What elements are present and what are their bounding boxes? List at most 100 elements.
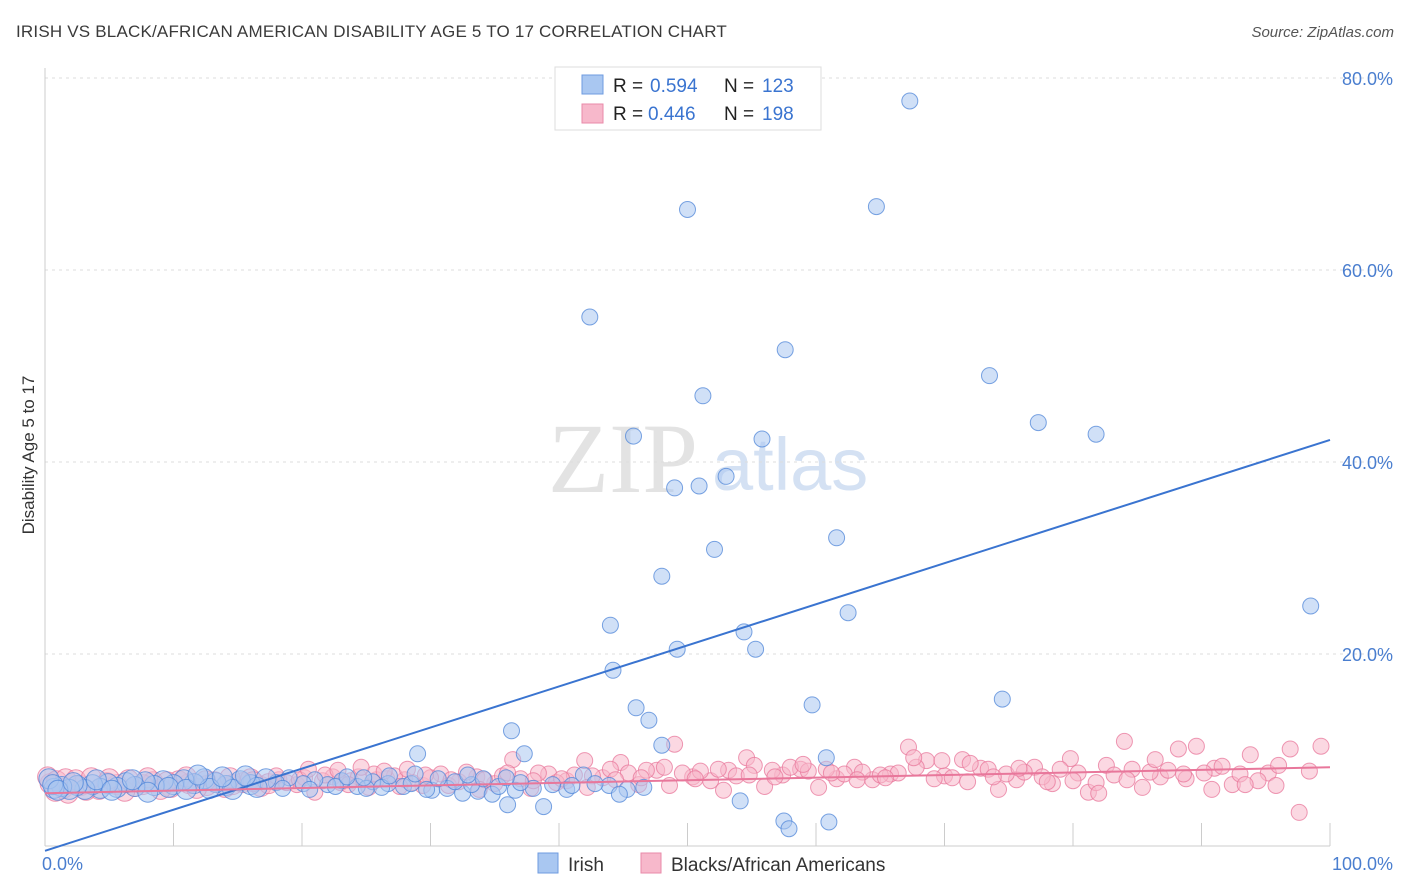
black-point <box>1187 737 1205 755</box>
bottom-legend-swatch-irish <box>537 852 559 874</box>
black-point <box>822 764 840 782</box>
bottom-legend: Irish Blacks/African Americans <box>537 852 885 876</box>
irish-point <box>211 766 233 788</box>
black-point <box>1038 773 1056 791</box>
y-tick-label: 20.0% <box>1342 645 1393 665</box>
irish-point <box>101 779 123 801</box>
irish-point <box>497 769 515 787</box>
tick-labels: 20.0% 40.0% 60.0% 80.0% 0.0% 100.0% <box>42 69 1393 874</box>
irish-point <box>679 201 696 218</box>
irish-point <box>901 92 919 110</box>
bottom-legend-label-irish: Irish <box>568 855 604 876</box>
black-point <box>1010 759 1028 777</box>
irish-point <box>635 778 653 796</box>
irish-point <box>640 711 658 729</box>
black-point <box>905 749 923 767</box>
legend-r-label-black: R = <box>613 104 643 125</box>
bottom-legend-swatch-black <box>640 852 662 874</box>
irish-point <box>820 813 838 831</box>
black-point <box>984 768 1002 786</box>
black-point <box>1133 778 1151 796</box>
black-point <box>1051 760 1069 778</box>
irish-point <box>62 772 84 794</box>
legend-n-label-irish: N = <box>724 76 754 97</box>
irish-point <box>867 198 885 216</box>
irish-point <box>355 769 373 787</box>
black-point <box>1195 764 1213 782</box>
legend-swatch-irish <box>581 74 604 95</box>
irish-point <box>776 341 794 359</box>
irish-point <box>301 780 319 798</box>
black-point <box>655 758 673 776</box>
black-point <box>1175 765 1192 783</box>
legend: R = 0.594 N = 123 R = 0.446 N = 198 <box>554 66 822 131</box>
irish-point <box>839 604 857 622</box>
irish-point <box>563 777 581 794</box>
y-tick-label: 80.0% <box>1342 69 1393 89</box>
black-point <box>1064 772 1082 790</box>
black-point <box>794 755 812 773</box>
black-point <box>1203 780 1221 798</box>
legend-n-label-black: N = <box>724 104 754 125</box>
irish-point <box>187 764 209 786</box>
irish-point <box>1302 597 1320 615</box>
irish-point <box>747 640 765 658</box>
irish-point <box>380 767 398 785</box>
black-point <box>933 752 951 770</box>
axes <box>44 68 1331 847</box>
irish-point <box>828 529 846 547</box>
irish-point <box>610 785 628 803</box>
data-points <box>37 92 1330 838</box>
irish-point <box>429 770 447 788</box>
y-axis-title: Disability Age 5 to 17 <box>19 376 38 535</box>
black-point <box>1115 732 1133 750</box>
legend-swatch-black <box>581 103 604 124</box>
irish-point <box>503 722 520 740</box>
black-point <box>1213 757 1231 775</box>
irish-point <box>459 766 477 784</box>
bottom-legend-label-black: Blacks/African Americans <box>671 855 885 876</box>
legend-r-value-irish: 0.594 <box>650 76 698 97</box>
irish-point <box>993 690 1011 708</box>
irish-point <box>653 567 671 585</box>
black-point <box>1090 784 1108 802</box>
irish-point <box>653 736 671 754</box>
black-point <box>1118 771 1136 789</box>
legend-r-label-irish: R = <box>613 76 643 97</box>
irish-point <box>753 430 771 448</box>
irish-point <box>731 792 749 810</box>
irish-point <box>694 387 712 405</box>
black-point <box>943 769 961 787</box>
irish-point <box>515 745 533 763</box>
black-point <box>576 752 594 770</box>
irish-point <box>780 820 798 838</box>
black-point <box>959 773 977 791</box>
irish-point <box>535 798 553 816</box>
black-point <box>1241 746 1259 764</box>
irish-point <box>85 769 107 791</box>
irish-point <box>581 308 599 326</box>
irish-point <box>666 479 684 497</box>
x-tick-label: 0.0% <box>42 854 83 874</box>
irish-point <box>586 775 604 793</box>
trendlines <box>44 438 1331 852</box>
irish-point <box>1087 425 1105 443</box>
black-point <box>740 766 758 784</box>
black-point <box>848 771 866 789</box>
black-point <box>1169 740 1187 758</box>
irish-point <box>625 427 642 445</box>
black-point <box>1281 740 1299 758</box>
black-point <box>1312 737 1330 755</box>
irish-point <box>157 776 179 798</box>
black-point <box>810 778 828 796</box>
irish-point <box>406 765 424 783</box>
y-tick-label: 40.0% <box>1342 453 1393 473</box>
black-point <box>961 754 979 772</box>
black-point <box>1146 751 1164 769</box>
irish-point <box>338 768 356 786</box>
irish-point <box>601 616 619 634</box>
irish-point <box>474 770 492 788</box>
irish-point <box>690 477 708 495</box>
black-point <box>766 768 784 786</box>
